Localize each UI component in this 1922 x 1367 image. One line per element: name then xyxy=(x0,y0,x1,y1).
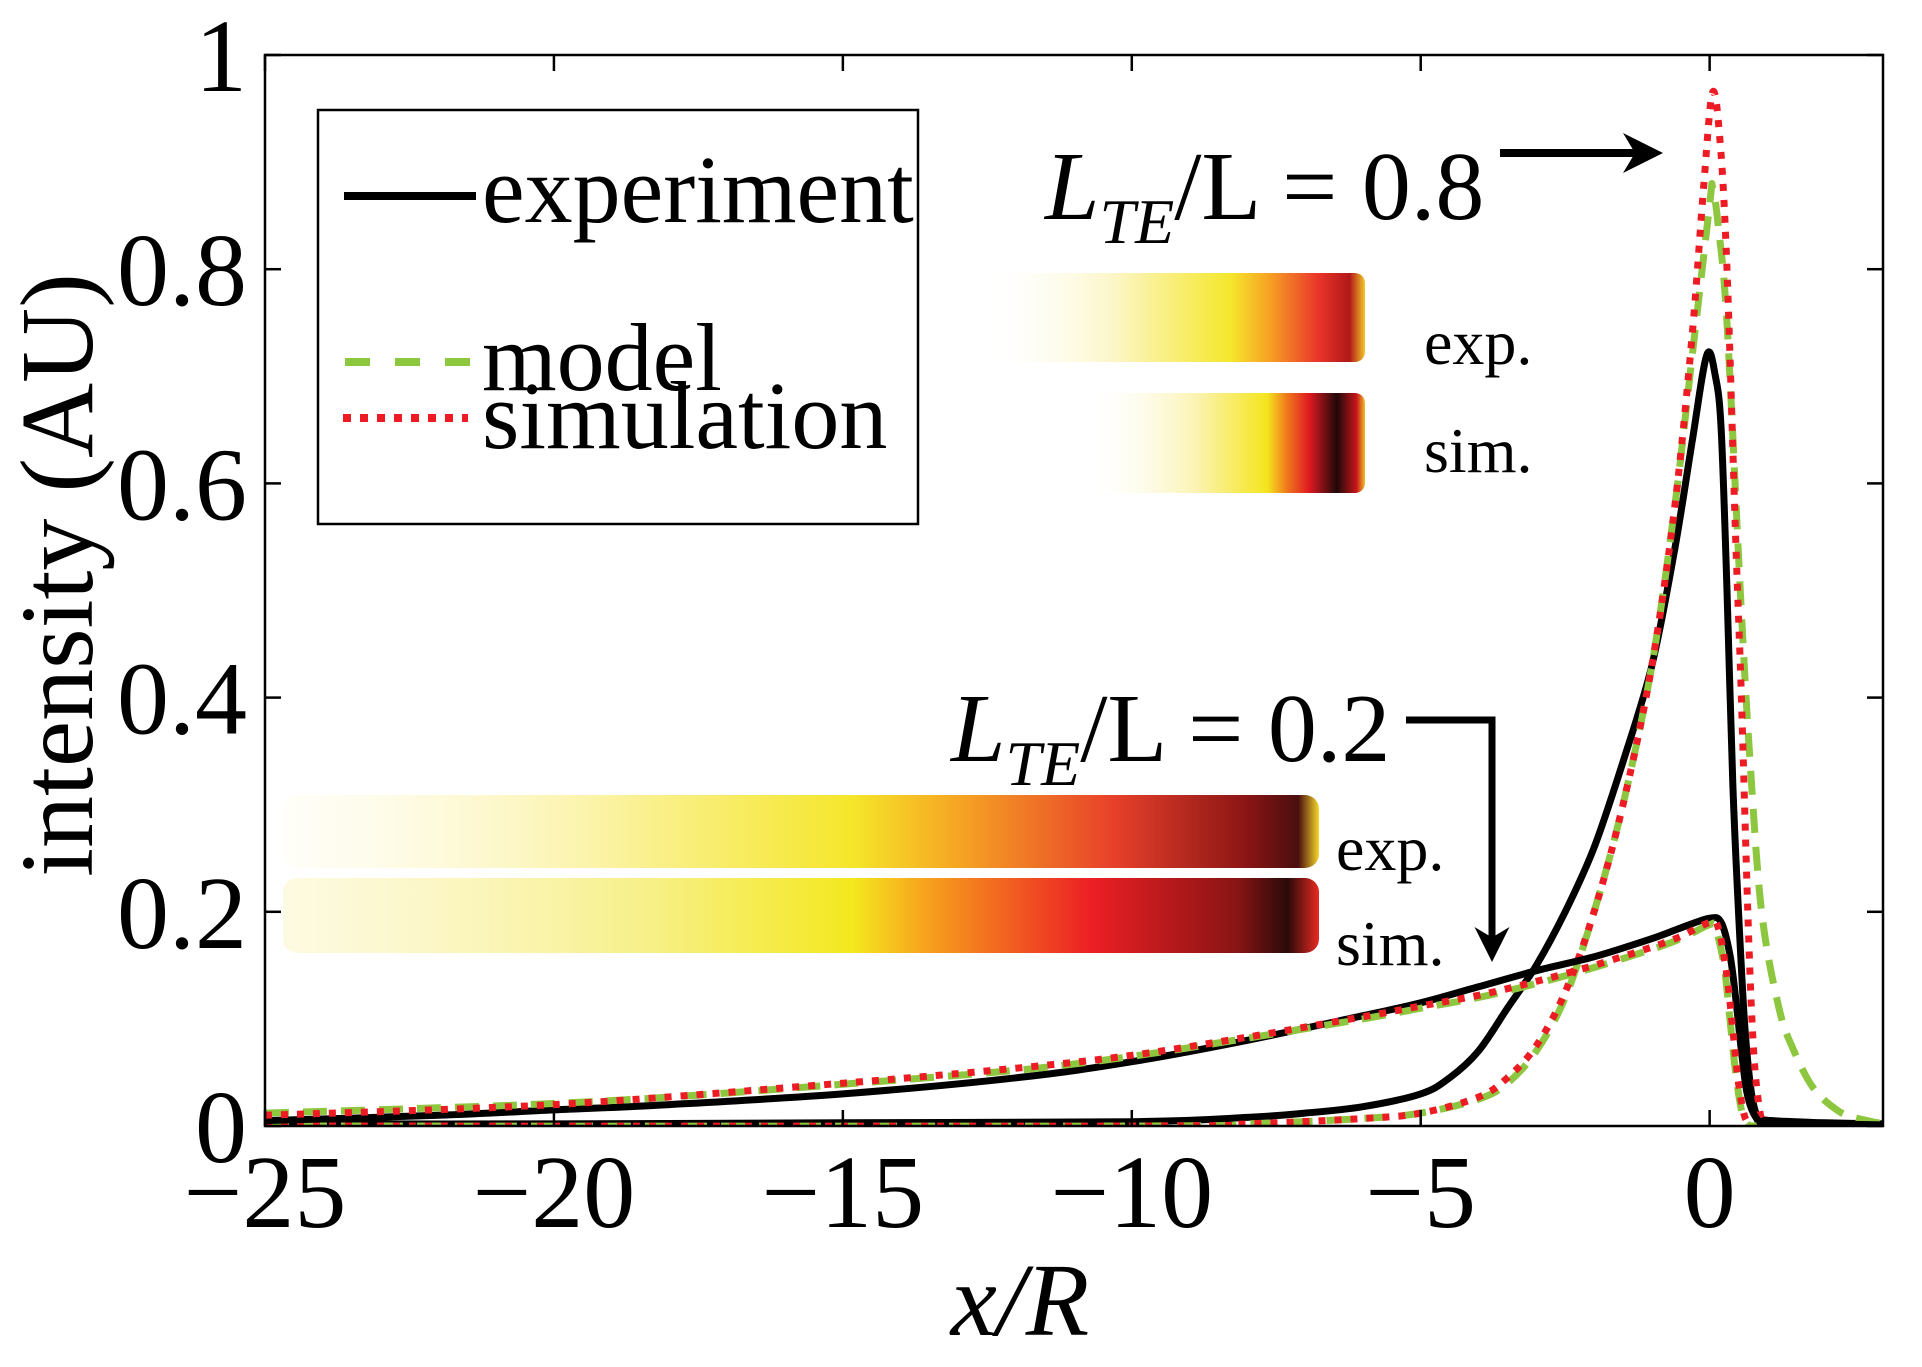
inset-exp-high xyxy=(980,273,1365,362)
inset-sim-high-label: sim. xyxy=(1424,415,1532,486)
annotation-low-main: L xyxy=(949,675,1006,783)
legend: experiment model simulation xyxy=(316,108,920,526)
y-tick-label: 0 xyxy=(195,1070,247,1185)
series-line-experiment-ratio-0-8 xyxy=(265,348,1883,1126)
annotation-high: LTE/L = 0.8 xyxy=(1043,133,1663,257)
series-line-simulation-ratio-0-2 xyxy=(265,917,1754,1126)
series-group-ratio-0-2 xyxy=(265,914,1883,1126)
annotation-high-main: L xyxy=(1043,133,1100,241)
annotation-high-label: LTE/L = 0.8 xyxy=(1043,133,1484,257)
annotation-low-sub: TE xyxy=(1006,728,1081,799)
x-tick-label: −20 xyxy=(473,1135,636,1250)
series-line-simulation-ratio-0-8 xyxy=(265,87,1780,1126)
y-tick-label: 0.4 xyxy=(117,642,247,757)
legend-item-simulation: simulation xyxy=(343,362,887,469)
legend-item-model: model xyxy=(345,304,722,411)
inset-exp-low xyxy=(283,795,1319,868)
inset-images-high: exp. sim. xyxy=(980,273,1532,493)
series-layer xyxy=(265,87,1883,1126)
annotation-low: LTE/L = 0.2 xyxy=(949,675,1510,962)
inset-sim-low xyxy=(283,878,1319,953)
tick-layer: −25 −20 −15 −10 −5 0 0 0.2 0.4 0.6 0.8 1 xyxy=(117,0,1883,1250)
axes-frame xyxy=(263,53,1885,1128)
x-tick-label: −5 xyxy=(1365,1135,1476,1250)
series-line-experiment-ratio-0-2 xyxy=(265,914,1883,1126)
y-tick-label: 0.2 xyxy=(117,856,247,971)
series-line-model-ratio-0-2 xyxy=(265,919,1757,1126)
x-axis-label: x/R xyxy=(949,1243,1090,1358)
annotation-low-label: LTE/L = 0.2 xyxy=(949,675,1390,799)
y-axis-label: intensity (AU) xyxy=(0,273,115,877)
x-tick-label: −25 xyxy=(184,1135,347,1250)
legend-item-experiment: experiment xyxy=(344,136,914,243)
x-tick-label: −10 xyxy=(1050,1135,1213,1250)
y-tick-label: 1 xyxy=(195,0,247,114)
annotation-high-rest: /L = 0.8 xyxy=(1174,133,1484,241)
annotation-high-sub: TE xyxy=(1100,186,1175,257)
legend-box xyxy=(316,108,920,526)
annotation-low-arrow xyxy=(1406,716,1510,962)
legend-label-experiment: experiment xyxy=(482,136,914,243)
inset-exp-high-label: exp. xyxy=(1424,307,1532,378)
inset-images-low: exp. sim. xyxy=(283,795,1444,979)
y-tick-label: 0.8 xyxy=(117,213,247,328)
annotation-low-rest: /L = 0.2 xyxy=(1080,675,1390,783)
x-tick-label: −15 xyxy=(762,1135,925,1250)
inset-sim-low-label: sim. xyxy=(1336,908,1444,979)
series-group-ratio-0-8 xyxy=(265,87,1883,1126)
x-tick-label: 0 xyxy=(1684,1135,1736,1250)
inset-sim-high xyxy=(1085,393,1365,493)
legend-label-model: model xyxy=(482,304,722,411)
inset-exp-low-label: exp. xyxy=(1336,813,1444,884)
legend-label-simulation: simulation xyxy=(482,362,887,469)
y-tick-label: 0.6 xyxy=(117,427,247,542)
